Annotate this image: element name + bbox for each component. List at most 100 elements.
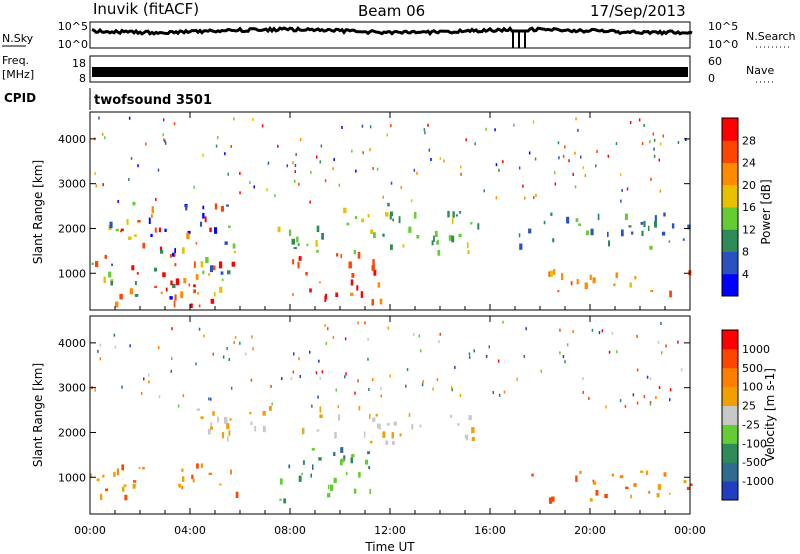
heatmap-cell (548, 271, 551, 277)
heatmap-cell (233, 341, 235, 344)
heatmap-cell (516, 377, 518, 381)
heatmap-cell (413, 168, 416, 172)
heatmap-cell (174, 263, 177, 267)
nsky-gap-mark (524, 30, 526, 48)
heatmap-cell (298, 475, 302, 482)
heatmap-cell (182, 476, 185, 482)
heatmap-cell (102, 183, 104, 187)
heatmap-cell (354, 216, 358, 219)
heatmap-cell (340, 459, 343, 466)
nsky-panel-frame (89, 21, 691, 49)
heatmap-cell (652, 132, 654, 136)
heatmap-cell (318, 359, 320, 363)
heatmap-cell (616, 350, 618, 354)
colorbar-tick-label: -25 (742, 418, 760, 431)
heatmap-cell (430, 158, 432, 161)
heatmap-cell (455, 214, 458, 217)
heatmap-cell (115, 228, 119, 232)
heatmap-cell (320, 144, 323, 148)
heatmap-cell (626, 187, 629, 191)
heatmap-cell (662, 134, 664, 138)
heatmap-cell (162, 272, 166, 278)
heatmap-cell (292, 293, 294, 296)
heatmap-cell (659, 189, 662, 193)
heatmap-cell (554, 171, 556, 175)
colorbar-swatch (722, 273, 738, 297)
heatmap-cell (299, 138, 302, 141)
heatmap-cell (459, 211, 462, 214)
heatmap-cell (590, 228, 594, 236)
heatmap-cell (209, 227, 212, 233)
heatmap-cell (485, 354, 488, 358)
heatmap-cell (319, 414, 323, 419)
heatmap-cell (221, 278, 224, 281)
heatmap-cell (411, 423, 414, 430)
heatmap-cell (283, 498, 287, 504)
heatmap-cell (154, 227, 157, 233)
heatmap-cell (559, 351, 561, 355)
heatmap-cell (575, 117, 577, 121)
heatmap-cell (226, 204, 229, 207)
heatmap-cell (554, 182, 557, 186)
heatmap-cell (677, 141, 680, 144)
heatmap-cell (293, 247, 297, 250)
heatmap-cell (518, 233, 521, 238)
heatmap-cell (217, 136, 219, 140)
heatmap-cell (319, 406, 322, 413)
colorbar-frame (721, 329, 739, 501)
heatmap-cell (151, 214, 153, 218)
heatmap-cell (557, 290, 560, 293)
heatmap-cell (297, 261, 300, 269)
heatmap-cell (108, 271, 112, 278)
heatmap-cell (344, 375, 346, 379)
heatmap-cell (205, 257, 209, 264)
heatmap-cell (420, 349, 422, 353)
heatmap-cell (655, 396, 657, 399)
heatmap-cell (659, 142, 662, 146)
heatmap-cell (437, 249, 441, 256)
heatmap-cell (104, 254, 107, 259)
heatmap-cell (661, 231, 666, 236)
heatmap-cell (471, 427, 475, 434)
heatmap-cell (195, 274, 199, 280)
heatmap-cell (485, 127, 487, 131)
heatmap-cell (198, 304, 201, 308)
heatmap-cell (210, 422, 213, 428)
heatmap-cell (208, 472, 212, 475)
heatmap-cell (231, 261, 236, 267)
heatmap-cell (682, 238, 685, 241)
heatmap-cell (452, 211, 455, 218)
heatmap-cell (302, 428, 304, 435)
heatmap-cell (97, 349, 99, 353)
heatmap-cell (182, 247, 185, 254)
heatmap-cell (245, 352, 247, 356)
heatmap-cell (110, 280, 113, 286)
heatmap-cell (99, 343, 101, 347)
heatmap-cell (271, 402, 273, 406)
colorbar-swatch (722, 207, 738, 230)
heatmap-cell (163, 138, 165, 142)
heatmap-cell (591, 328, 594, 332)
heatmap-cell (379, 298, 383, 305)
colorbar-swatch (722, 251, 738, 275)
heatmap-cell (382, 431, 386, 438)
heatmap-cell (233, 250, 236, 254)
heatmap-cell (327, 493, 331, 498)
colorbar-tick-label: 20 (742, 179, 756, 192)
heatmap-cell (220, 271, 224, 275)
heatmap-cell (559, 328, 561, 332)
heatmap-cell (151, 206, 154, 214)
heatmap-cell (317, 395, 319, 399)
heatmap-cell (226, 347, 228, 350)
heatmap-cell (550, 270, 553, 277)
heatmap-cell (338, 414, 341, 421)
date-title: 17/Sep/2013 (590, 2, 686, 20)
heatmap-cell (137, 164, 139, 168)
heatmap-cell (370, 229, 374, 234)
xtick-label: 08:00 (274, 524, 306, 537)
heatmap-cell (386, 133, 388, 137)
power-ylabel: Slant Range [km] (31, 160, 45, 264)
heatmap-cell (180, 291, 184, 299)
xtick-label: 00:00 (74, 524, 106, 537)
heatmap-cell (274, 194, 276, 198)
